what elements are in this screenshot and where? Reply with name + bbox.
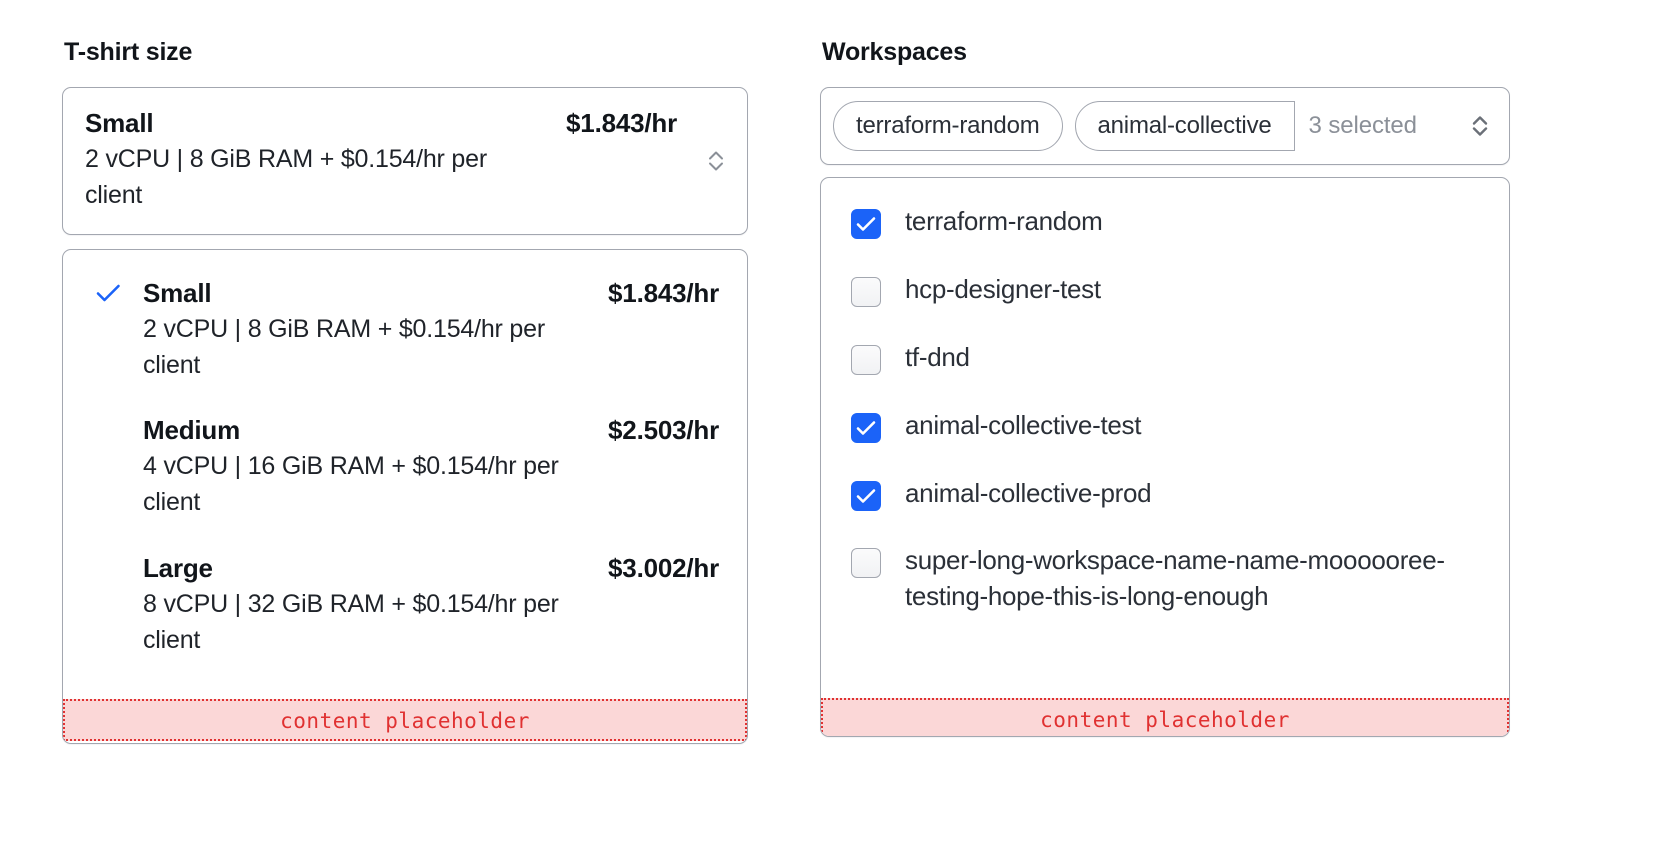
- workspace-item-super-long-name[interactable]: super-long-workspace-name-name-moooooree…: [821, 543, 1509, 615]
- workspaces-option-list[interactable]: terraform-random hcp-designer-test tf-dn…: [820, 177, 1510, 737]
- tshirt-option-check-slot: [87, 415, 143, 445]
- tshirt-option-description: 2 vCPU | 8 GiB RAM + $0.154/hr per clien…: [143, 314, 545, 379]
- content-placeholder: content placeholder: [63, 698, 747, 741]
- tshirt-option-medium[interactable]: Medium $2.503/hr 4 vCPU | 16 GiB RAM + $…: [63, 393, 747, 531]
- checkbox-checked-icon[interactable]: [851, 412, 881, 443]
- workspace-item-animal-collective-test[interactable]: animal-collective-test: [821, 408, 1509, 444]
- checkbox-unchecked-icon[interactable]: [851, 344, 881, 375]
- tshirt-option-price: $2.503/hr: [608, 415, 719, 445]
- selected-chips: terraform-random animal-collective: [833, 101, 1295, 151]
- workspace-item-label: animal-collective-prod: [905, 477, 1152, 508]
- tshirt-option-check-slot: [87, 278, 143, 308]
- workspaces-field: Workspaces terraform-random animal-colle…: [820, 40, 1512, 737]
- checkbox-checked-icon[interactable]: [851, 209, 881, 239]
- tshirt-option-check-slot: [87, 553, 143, 583]
- workspace-item-label: hcp-designer-test: [905, 273, 1101, 304]
- tshirt-size-select-trigger[interactable]: Small $1.843/hr 2 vCPU | 8 GiB RAM + $0.…: [62, 87, 748, 235]
- workspace-item-label: super-long-workspace-name-name-moooooree…: [905, 545, 1445, 612]
- chevron-up-down-icon[interactable]: [1469, 111, 1491, 141]
- chip-terraform-random[interactable]: terraform-random: [833, 101, 1063, 151]
- checkbox-unchecked-icon[interactable]: [851, 548, 881, 579]
- tshirt-option-small[interactable]: Small $1.843/hr 2 vCPU | 8 GiB RAM + $0.…: [63, 250, 747, 394]
- tshirt-option-title: Medium: [143, 415, 241, 445]
- tshirt-trigger-description: 2 vCPU | 8 GiB RAM + $0.154/hr per clien…: [85, 145, 487, 210]
- tshirt-size-option-list[interactable]: Small $1.843/hr 2 vCPU | 8 GiB RAM + $0.…: [62, 248, 748, 744]
- workspace-item-animal-collective-prod[interactable]: animal-collective-prod: [821, 476, 1509, 512]
- checkbox-checked-icon[interactable]: [851, 480, 881, 511]
- checkbox-unchecked-icon[interactable]: [851, 276, 881, 307]
- check-icon: [93, 278, 123, 308]
- workspaces-label: Workspaces: [822, 38, 967, 66]
- workspace-item-hcp-designer-test[interactable]: hcp-designer-test: [821, 272, 1509, 308]
- tshirt-trigger-header: Small $1.843/hr: [85, 108, 677, 139]
- tshirt-option-body: Large $3.002/hr 8 vCPU | 32 GiB RAM + $0…: [143, 553, 723, 659]
- tshirt-option-large[interactable]: Large $3.002/hr 8 vCPU | 32 GiB RAM + $0…: [63, 531, 747, 669]
- workspace-item-label: animal-collective-test: [905, 409, 1142, 440]
- tshirt-option-description: 4 vCPU | 16 GiB RAM + $0.154/hr per clie…: [143, 452, 559, 517]
- workspace-item-label: tf-dnd: [905, 341, 970, 372]
- tshirt-trigger-title: Small: [85, 108, 154, 138]
- tshirt-option-description: 8 vCPU | 32 GiB RAM + $0.154/hr per clie…: [143, 589, 559, 654]
- tshirt-size-label: T-shirt size: [64, 38, 193, 66]
- selected-count-text: 3 selected: [1308, 112, 1418, 139]
- tshirt-option-header: Medium $2.503/hr: [143, 415, 723, 446]
- tshirt-option-body: Small $1.843/hr 2 vCPU | 8 GiB RAM + $0.…: [143, 278, 723, 384]
- tshirt-option-price: $3.002/hr: [608, 552, 719, 583]
- tshirt-option-body: Medium $2.503/hr 4 vCPU | 16 GiB RAM + $…: [143, 415, 723, 521]
- tshirt-option-price: $1.843/hr: [608, 277, 719, 308]
- workspace-item-tf-dnd[interactable]: tf-dnd: [821, 340, 1509, 376]
- tshirt-option-title: Small: [143, 277, 212, 308]
- tshirt-option-header: Small $1.843/hr: [143, 278, 723, 309]
- chevron-up-down-icon[interactable]: [705, 145, 727, 177]
- workspace-item-label: terraform-random: [905, 206, 1103, 236]
- content-placeholder: content placeholder: [821, 698, 1509, 736]
- tshirt-trigger-price: $1.843/hr: [566, 108, 677, 138]
- chip-animal-collective[interactable]: animal-collective: [1074, 101, 1295, 151]
- tshirt-option-header: Large $3.002/hr: [143, 553, 723, 584]
- tshirt-option-title: Large: [143, 552, 213, 583]
- workspaces-multiselect-trigger[interactable]: terraform-random animal-collective 3 sel…: [820, 87, 1510, 165]
- tshirt-size-field: T-shirt size Small $1.843/hr 2 vCPU | 8 …: [62, 40, 754, 744]
- workspace-item-terraform-random[interactable]: terraform-random: [821, 204, 1509, 240]
